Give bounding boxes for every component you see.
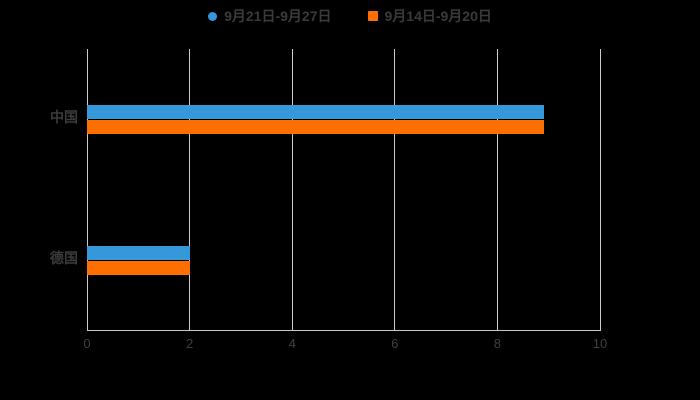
gridline	[496, 49, 498, 331]
y-axis-labels: 中国 德国	[0, 49, 78, 331]
bar-category-1-series-0	[87, 246, 190, 260]
gridline	[86, 49, 88, 331]
legend-label: 9月21日-9月27日	[224, 8, 332, 24]
legend-label: 9月14日-9月20日	[384, 8, 492, 24]
x-axis-tick-labels: 0 2 4 6 8 10	[83, 336, 607, 354]
y-category-label: 中国	[50, 108, 78, 125]
plot-area	[86, 49, 601, 331]
legend-item-series-1[interactable]: 9月14日-9月20日	[367, 6, 492, 26]
bar-category-0-series-0	[87, 105, 544, 119]
y-category-label: 德国	[50, 249, 78, 266]
x-tick-label: 6	[391, 336, 399, 351]
bar-category-0-series-1	[87, 120, 544, 134]
legend-square-marker-icon	[367, 11, 378, 21]
x-axis-line	[87, 330, 600, 331]
bar-category-1-series-1	[87, 261, 190, 275]
legend-item-series-0[interactable]: 9月21日-9月27日	[208, 6, 332, 26]
x-tick-label: 4	[288, 336, 296, 351]
gridline	[394, 49, 396, 331]
gridline	[291, 49, 293, 331]
x-tick-label: 2	[185, 336, 194, 351]
legend-circle-marker-icon	[208, 11, 218, 21]
chart-legend: 9月21日-9月27日 9月14日-9月20日	[0, 6, 700, 26]
gridline	[599, 49, 601, 331]
x-tick-label: 10	[592, 336, 608, 351]
x-tick-label: 8	[493, 336, 502, 351]
gridline	[189, 49, 191, 331]
x-tick-label: 0	[83, 336, 91, 351]
